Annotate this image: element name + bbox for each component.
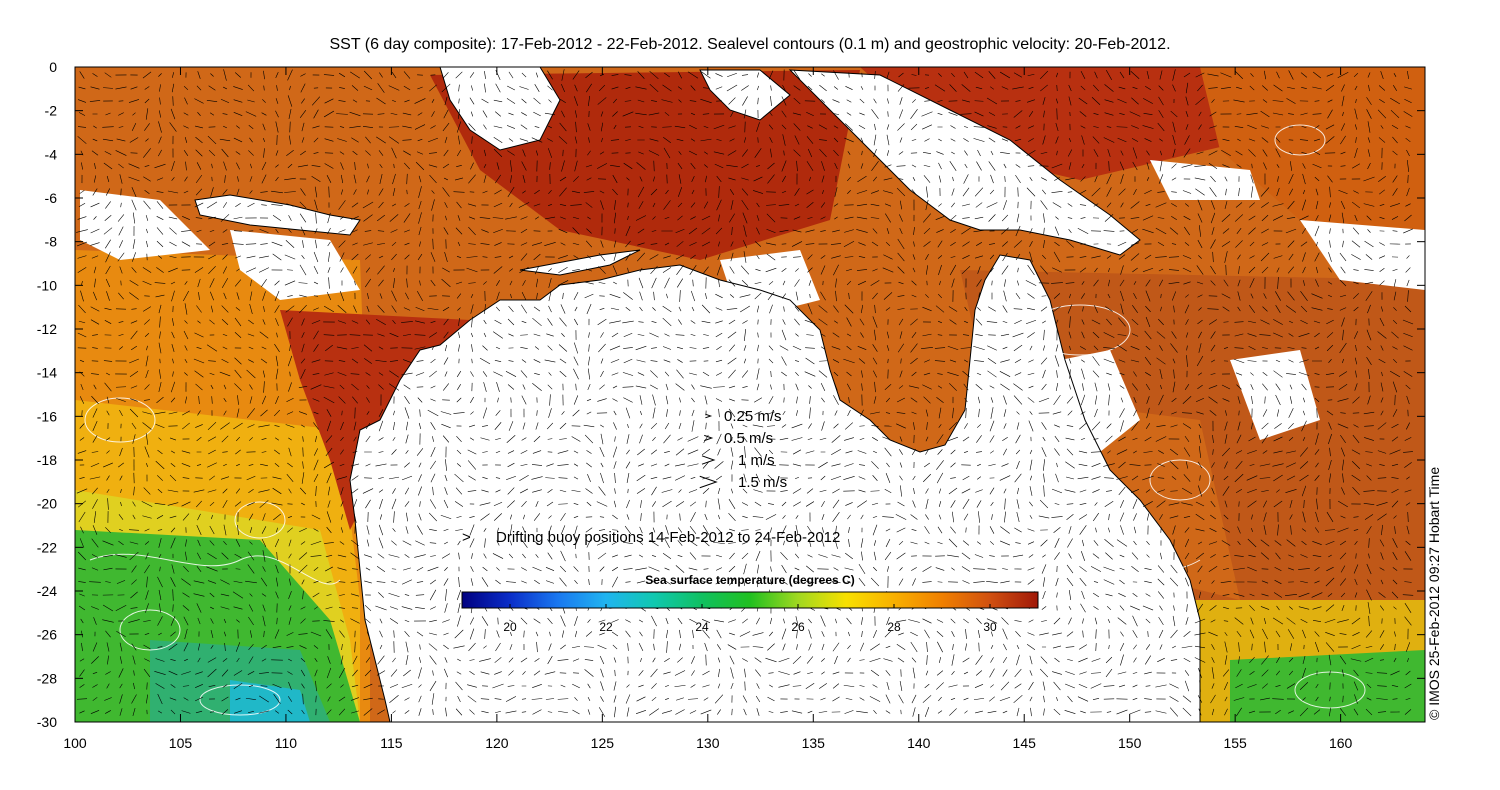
- velocity-legend-arrow: [705, 413, 713, 419]
- y-tick-label: -24: [37, 583, 57, 599]
- y-tick-label: -30: [37, 714, 57, 730]
- y-tick-label: 0: [49, 59, 57, 75]
- buoy-legend: > Drifting buoy positions 14-Feb-2012 to…: [462, 529, 840, 546]
- y-tick-label: -20: [37, 496, 57, 512]
- colorbar-tick-label: 20: [503, 620, 517, 634]
- velocity-legend-arrow: [701, 455, 716, 465]
- y-tick-label: -4: [45, 146, 58, 162]
- x-tick-label: 155: [1223, 735, 1247, 751]
- y-tick-label: -6: [45, 190, 58, 206]
- y-tick-label: -28: [37, 670, 57, 686]
- borneo: [439, 67, 561, 151]
- y-tick-label: -18: [37, 452, 57, 468]
- velocity-legend-arrow: [699, 475, 718, 489]
- y-tick-label: -8: [45, 234, 58, 250]
- buoy-legend-label: Drifting buoy positions 14-Feb-2012 to 2…: [496, 529, 840, 546]
- y-tick-label: -2: [45, 103, 58, 119]
- buoy-symbol: >: [462, 529, 471, 546]
- y-tick-label: -12: [37, 321, 57, 337]
- plot-title: SST (6 day composite): 17-Feb-2012 - 22-…: [329, 36, 1171, 53]
- x-tick-label: 135: [802, 735, 826, 751]
- plot-frame: [74, 66, 1426, 723]
- velocity-legend-label: 1 m/s: [738, 452, 775, 469]
- x-tick-label: 100: [63, 735, 87, 751]
- y-tick-label: -16: [37, 408, 57, 424]
- y-tick-label: -10: [37, 277, 57, 293]
- x-tick-label: 145: [1013, 735, 1037, 751]
- x-axis: 100 105 110 115 120 125 130 135 140 145 150 155 160: [63, 67, 1353, 751]
- x-tick-label: 120: [485, 735, 509, 751]
- sulawesi: [699, 69, 791, 121]
- colorbar-tick-label: 30: [983, 620, 997, 634]
- velocity-legend-arrow: [704, 434, 714, 442]
- y-tick-label: -22: [37, 539, 57, 555]
- y-axis: 0 -2 -4 -6 -8 -10 -12 -14 -16 -18 -20 -22 -24 -26 -28 -…: [37, 59, 1425, 730]
- velocity-legend: 0.25 m/s 0.5 m/s 1 m/s 1.5 m/s: [699, 408, 787, 491]
- x-tick-label: 160: [1329, 735, 1353, 751]
- java: [194, 194, 361, 236]
- colorbar: Sea surface temperature (degrees C) 20 22…: [461, 573, 1039, 634]
- velocity-legend-label: 1.5 m/s: [738, 474, 787, 491]
- geostrophic-velocity-vectors: [76, 69, 1414, 718]
- colorbar-tick-label: 28: [887, 620, 901, 634]
- x-tick-label: 105: [169, 735, 193, 751]
- y-tick-label: -14: [37, 365, 57, 381]
- x-tick-label: 130: [696, 735, 720, 751]
- x-tick-label: 140: [907, 735, 931, 751]
- new-guinea: [788, 69, 1141, 256]
- x-tick-label: 110: [275, 735, 298, 751]
- colorbar-ticks: 20 22 24 26 28 30: [503, 604, 997, 634]
- colorbar-tick-label: 26: [791, 620, 805, 634]
- x-tick-label: 150: [1118, 735, 1142, 751]
- credit-label: © IMOS 25-Feb-2012 09:27 Hobart Time: [1426, 466, 1442, 720]
- y-tick-label: -26: [37, 627, 57, 643]
- x-tick-label: 115: [380, 735, 403, 751]
- timor: [519, 249, 641, 276]
- velocity-legend-label: 0.25 m/s: [724, 408, 782, 425]
- colorbar-title: Sea surface temperature (degrees C): [645, 573, 854, 587]
- colorbar-bar: [461, 591, 1039, 609]
- x-tick-label: 125: [591, 735, 615, 751]
- velocity-legend-label: 0.5 m/s: [724, 430, 773, 447]
- colorbar-tick-label: 22: [599, 620, 613, 634]
- colorbar-tick-label: 24: [695, 620, 709, 634]
